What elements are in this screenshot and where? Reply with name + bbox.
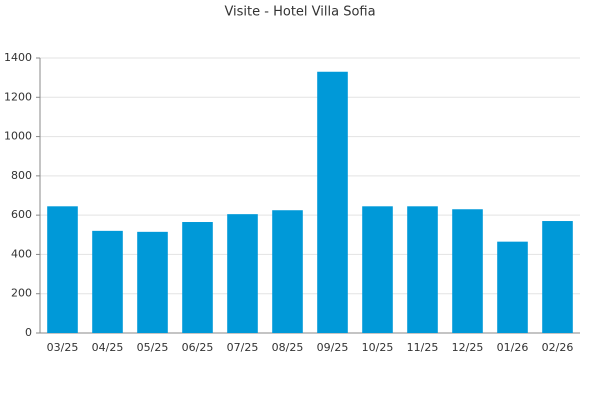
bar [362, 206, 393, 333]
chart-title: Visite - Hotel Villa Sofia [224, 5, 375, 20]
x-tick-label: 05/25 [137, 341, 169, 354]
x-tick-label: 12/25 [452, 341, 484, 354]
y-tick-label: 1200 [4, 90, 32, 103]
bar [47, 206, 78, 333]
x-tick-label: 07/25 [227, 341, 259, 354]
y-tick-label: 600 [11, 208, 32, 221]
y-tick-label: 1000 [4, 130, 32, 143]
y-tick-label: 1400 [4, 51, 32, 64]
bar [542, 221, 573, 333]
x-tick-label: 11/25 [407, 341, 439, 354]
x-tick-label: 04/25 [92, 341, 124, 354]
bar [407, 206, 438, 333]
bar [182, 222, 213, 333]
bar [137, 231, 168, 333]
bar [227, 214, 258, 333]
bar [317, 71, 348, 333]
bar [452, 209, 483, 333]
y-tick-label: 800 [11, 169, 32, 182]
y-tick-label: 0 [25, 326, 32, 339]
y-tick-label: 400 [11, 247, 32, 260]
bar [92, 230, 123, 333]
x-tick-label: 10/25 [362, 341, 394, 354]
x-tick-label: 09/25 [317, 341, 349, 354]
x-tick-label: 08/25 [272, 341, 304, 354]
x-tick-label: 03/25 [47, 341, 79, 354]
bar [272, 210, 303, 333]
y-tick-label: 200 [11, 287, 32, 300]
x-tick-label: 06/25 [182, 341, 214, 354]
x-tick-label: 02/26 [542, 341, 574, 354]
x-tick-label: 01/26 [497, 341, 529, 354]
bar [497, 241, 528, 333]
